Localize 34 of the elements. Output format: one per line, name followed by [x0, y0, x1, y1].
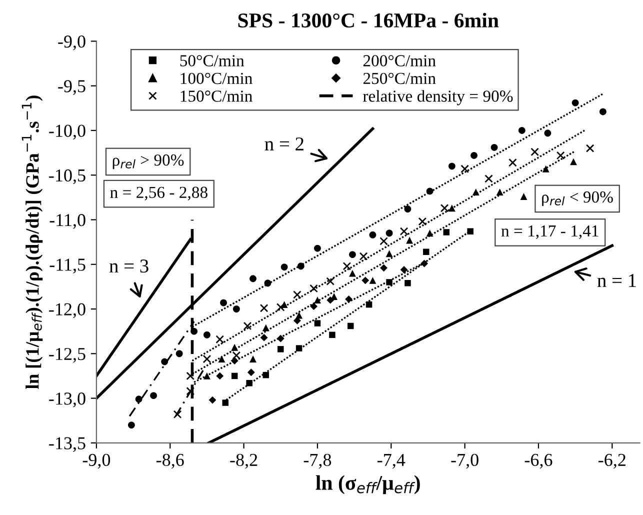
y-tick-label: -11,0	[50, 214, 86, 229]
y-tick-label: -12,0	[49, 303, 86, 318]
y-tick-label: -13,0	[49, 392, 86, 408]
y-tick-label: -11,5	[50, 258, 86, 274]
annotation: ρ$_{rel}$ < 90%	[542, 191, 613, 206]
x-tick-label: -7,4	[378, 454, 406, 469]
chart-title: SPS - 1300°C - 16MPa - 6min	[238, 12, 499, 28]
x-tick-label: -7,8	[304, 454, 332, 469]
x-axis-title: ln (σ$_{eff}$/μ$_{eff}$)	[316, 475, 420, 494]
x-tick-label: -6,2	[598, 454, 626, 469]
legend-label: 50°C/min	[180, 55, 244, 66]
annotation: n = 2	[264, 137, 304, 150]
annotation: n = 3	[109, 260, 148, 273]
annotation: n = 2,56 - 2,88	[110, 186, 208, 200]
legend-label: relative density = 90%	[363, 90, 513, 106]
x-tick-label: -8,6	[156, 454, 184, 469]
x-tick-label: -8,2	[230, 454, 258, 469]
x-tick-label: -7,0	[451, 454, 478, 469]
y-tick-label: -9,0	[58, 35, 86, 50]
y-tick-label: -10,5	[49, 169, 86, 184]
x-tick-label: -6,6	[524, 454, 552, 469]
x-tick-label: -9,0	[82, 454, 110, 469]
y-tick-label: -13,5	[49, 437, 86, 452]
y-tick-label: -9,5	[58, 80, 86, 95]
annotation: n = 1,17 - 1,41	[501, 225, 598, 239]
legend-label: 250°C/min	[363, 72, 436, 84]
legend-label: 100°C/min	[180, 72, 252, 84]
legend-label: 150°C/min	[180, 90, 252, 102]
y-tick-label: -12,5	[49, 348, 86, 363]
annotation: n = 1	[597, 274, 636, 287]
legend-label: 200°C/min	[363, 55, 436, 66]
y-axis-title: ln [(1/μ$_{eff}$).(1/ρ).(dρ/dt)] (GPa$^{−1}$.s$^{−1}$)	[22, 96, 43, 389]
annotation: ρ$_{rel}$ > 90%	[112, 154, 184, 170]
y-tick-label: -10,0	[49, 124, 86, 140]
